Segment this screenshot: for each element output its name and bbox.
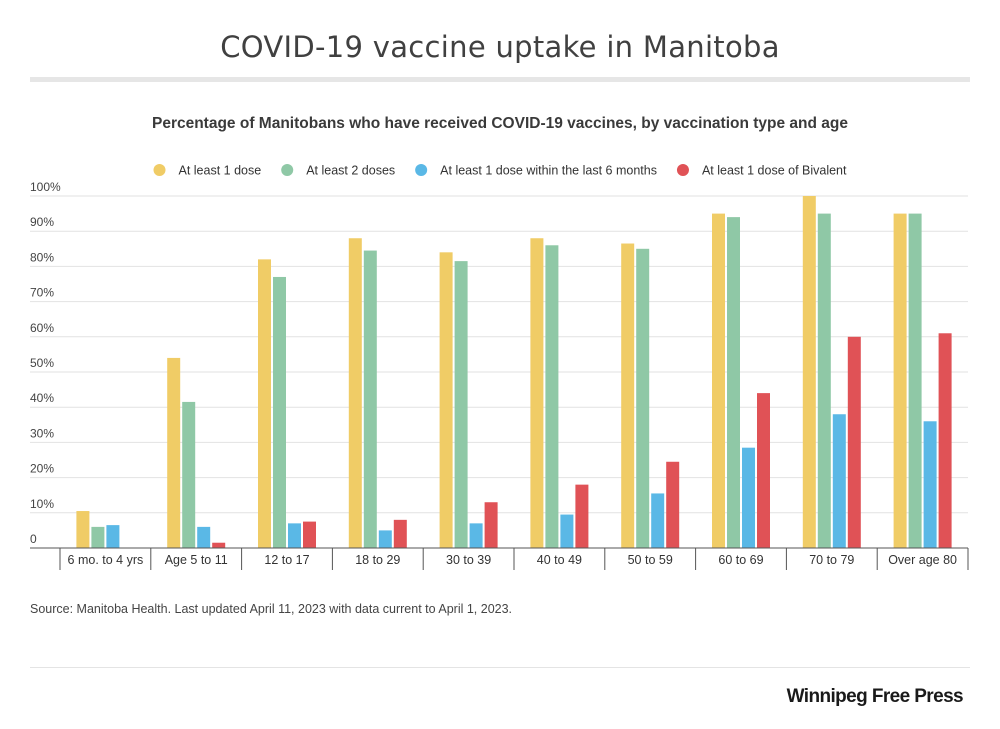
bar bbox=[469, 523, 483, 548]
y-tick-label: 0 bbox=[30, 532, 37, 546]
bar bbox=[530, 238, 544, 549]
bar bbox=[258, 259, 271, 548]
bar bbox=[167, 357, 181, 548]
page-title: COVID-19 vaccine uptake in Manitoba bbox=[220, 30, 780, 64]
chart-subtitle: Percentage of Manitobans who have receiv… bbox=[152, 115, 848, 132]
bar bbox=[666, 461, 680, 548]
bar bbox=[575, 484, 589, 548]
bar bbox=[212, 542, 226, 548]
x-tick-label: 30 to 39 bbox=[446, 553, 491, 567]
source-note: Source: Manitoba Health. Last updated Ap… bbox=[30, 602, 512, 616]
chart-legend: At least 1 dose At least 2 doses At least … bbox=[153, 164, 847, 178]
bar bbox=[742, 447, 755, 548]
legend-marker bbox=[281, 164, 294, 176]
legend-marker bbox=[415, 164, 428, 176]
bar bbox=[197, 526, 211, 548]
legend-item: At least 1 dose within the last 6 months bbox=[415, 164, 657, 178]
legend-label: At least 1 dose bbox=[179, 164, 262, 178]
x-tick-label: 6 mo. to 4 yrs bbox=[68, 553, 144, 567]
bar bbox=[847, 336, 861, 548]
bar bbox=[908, 213, 922, 548]
title-divider bbox=[30, 77, 970, 82]
y-tick-label: 70% bbox=[30, 286, 54, 300]
legend-item: At least 1 dose of Bivalent bbox=[676, 164, 847, 178]
bar bbox=[545, 245, 559, 548]
y-tick-label: 80% bbox=[30, 250, 54, 264]
y-tick-label: 30% bbox=[30, 426, 54, 440]
bar bbox=[636, 248, 650, 549]
y-tick-label: 60% bbox=[30, 321, 54, 335]
bar bbox=[348, 238, 362, 549]
bars bbox=[76, 196, 952, 549]
bar bbox=[439, 252, 453, 548]
bar bbox=[712, 213, 725, 548]
x-tick-label: 60 to 69 bbox=[718, 553, 763, 567]
y-tick-label: 100% bbox=[30, 180, 61, 194]
bar bbox=[923, 421, 937, 548]
bar bbox=[727, 217, 740, 548]
bar bbox=[182, 401, 196, 548]
bar bbox=[621, 243, 635, 548]
bar bbox=[484, 502, 498, 548]
bar bbox=[938, 333, 952, 548]
footer-divider bbox=[30, 667, 970, 668]
x-axis: 6 mo. to 4 yrs Age 5 to 11 12 to 17 18 to 2… bbox=[30, 547, 969, 570]
x-tick-label: 18 to 29 bbox=[355, 553, 400, 567]
x-tick-label: 40 to 49 bbox=[537, 553, 582, 567]
bar bbox=[454, 261, 468, 548]
legend-marker bbox=[676, 164, 689, 176]
legend-label: At least 2 doses bbox=[306, 164, 395, 178]
bar bbox=[76, 511, 90, 548]
y-axis-ticks: 0 10% 20% 30% 40% 50% 60% 70% 80% 90% 100% bbox=[30, 180, 61, 546]
x-tick-label: Over age 80 bbox=[888, 553, 957, 567]
bar bbox=[363, 250, 377, 548]
bar bbox=[802, 196, 816, 548]
legend-label: At least 1 dose of Bivalent bbox=[702, 164, 847, 178]
y-tick-label: 50% bbox=[30, 356, 54, 370]
x-tick-label: 70 to 79 bbox=[809, 553, 854, 567]
bar bbox=[832, 414, 846, 548]
bar bbox=[273, 276, 286, 548]
y-tick-label: 90% bbox=[30, 215, 54, 229]
publisher-logo: Winnipeg Free Press bbox=[786, 686, 964, 707]
x-tick-label: 50 to 59 bbox=[628, 553, 673, 567]
bar bbox=[817, 213, 831, 548]
legend-marker bbox=[153, 164, 166, 176]
bar bbox=[288, 523, 301, 548]
bar bbox=[757, 393, 770, 548]
bar bbox=[893, 213, 907, 548]
legend-item: At least 1 dose bbox=[153, 164, 262, 178]
y-tick-label: 20% bbox=[30, 462, 54, 476]
bar bbox=[303, 521, 316, 548]
bar bbox=[378, 530, 392, 548]
y-tick-label: 40% bbox=[30, 391, 54, 405]
x-tick-label: 12 to 17 bbox=[264, 553, 309, 567]
bar bbox=[106, 525, 120, 548]
legend-label: At least 1 dose within the last 6 months bbox=[440, 164, 657, 178]
legend-item: At least 2 doses bbox=[281, 164, 395, 178]
bar bbox=[91, 526, 105, 548]
bar bbox=[651, 493, 665, 548]
x-tick-label: Age 5 to 11 bbox=[165, 553, 228, 567]
bar bbox=[560, 514, 574, 548]
y-tick-label: 10% bbox=[30, 497, 54, 511]
bar bbox=[393, 519, 407, 548]
